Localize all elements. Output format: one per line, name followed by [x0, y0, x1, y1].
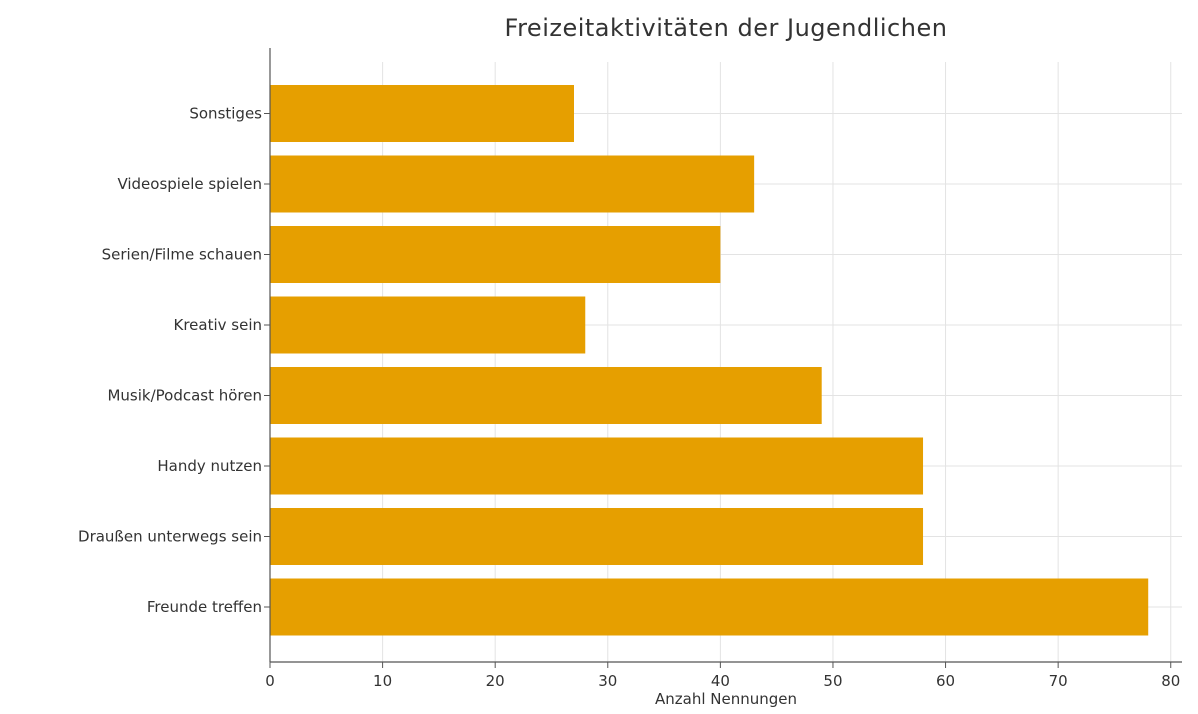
- bar-drau-en-unterwegs-sein: [270, 508, 924, 565]
- category-label: Sonstiges: [189, 105, 262, 123]
- bars: [270, 85, 1149, 636]
- category-label: Kreativ sein: [173, 316, 262, 334]
- bar-musik-podcast-h-ren: [270, 367, 822, 424]
- bar-videospiele-spielen: [270, 155, 755, 213]
- bar-handy-nutzen: [270, 437, 924, 495]
- x-tick-label: 80: [1161, 672, 1180, 690]
- x-tick-label: 40: [711, 672, 730, 690]
- x-tick-label: 20: [486, 672, 505, 690]
- x-tick-label: 30: [598, 672, 617, 690]
- x-tick-label: 10: [373, 672, 392, 690]
- category-label: Handy nutzen: [157, 457, 262, 475]
- category-label: Musik/Podcast hören: [107, 387, 262, 405]
- grid-lines: [269, 62, 1182, 662]
- x-axis-label: Anzahl Nennungen: [654, 690, 797, 708]
- category-label: Videospiele spielen: [117, 175, 262, 193]
- category-label: Serien/Filme schauen: [102, 246, 262, 264]
- x-tick-label: 60: [936, 672, 955, 690]
- bar-kreativ-sein: [270, 296, 586, 354]
- bar-serien-filme-schauen: [270, 226, 721, 283]
- chart-title: Freizeitaktivitäten der Jugendlichen: [504, 14, 948, 42]
- x-tick-label: 70: [1049, 672, 1068, 690]
- category-label: Freunde treffen: [147, 598, 262, 616]
- bar-sonstiges: [270, 85, 574, 142]
- category-label: Draußen unterwegs sein: [78, 528, 262, 546]
- x-tick-label: 50: [823, 672, 842, 690]
- bar-freunde-treffen: [270, 578, 1149, 636]
- x-tick-label: 0: [265, 672, 275, 690]
- axes: 0 10 20 30 40 50 60 70 80 Freunde treffen Draußen …: [78, 48, 1182, 690]
